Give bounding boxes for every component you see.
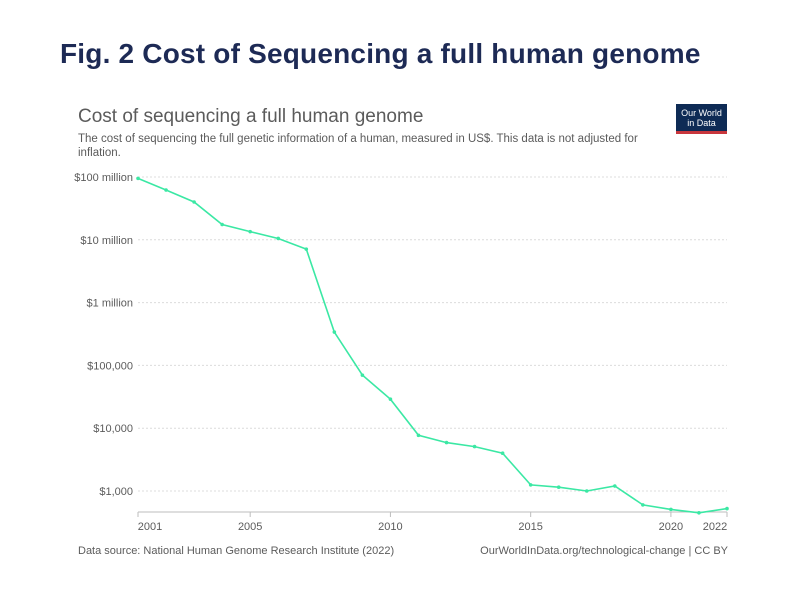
x-tick-label: 2015	[518, 521, 542, 533]
x-axis-ticks: 2001 2005 2010 2015 2020 2022	[137, 512, 728, 533]
figure-title: Fig. 2 Cost of Sequencing a full human g…	[60, 38, 701, 69]
data-point	[388, 397, 393, 401]
data-point	[276, 236, 281, 241]
x-tick-label: 2020	[659, 521, 683, 533]
y-tick-label: $1,000	[99, 486, 133, 498]
data-point	[472, 444, 477, 449]
data-point	[444, 440, 449, 445]
data-point	[697, 510, 701, 515]
x-tick-label: 2001	[138, 521, 162, 533]
credit-link[interactable]: OurWorldInData.org/technological-change …	[480, 545, 728, 557]
y-tick-label: $10 million	[80, 235, 133, 247]
data-point	[304, 247, 309, 251]
data-point	[584, 489, 589, 493]
our-world-in-data-logo[interactable]: Our World in Data	[676, 104, 727, 134]
data-points	[136, 176, 729, 515]
data-point	[528, 483, 533, 487]
data-point	[556, 485, 561, 489]
chart-subtitle: The cost of sequencing the full genetic …	[78, 133, 638, 159]
data-point	[360, 373, 365, 377]
x-tick-label: 2022	[703, 521, 727, 533]
data-point	[641, 503, 645, 507]
data-point	[416, 433, 421, 438]
x-tick-label: 2005	[238, 521, 262, 533]
data-point	[613, 484, 617, 488]
y-tick-label: $100 million	[74, 172, 133, 184]
data-point	[192, 200, 196, 204]
gridlines	[138, 176, 727, 492]
y-tick-label: $10,000	[93, 423, 133, 435]
data-point	[332, 330, 337, 334]
data-point	[248, 229, 252, 234]
data-point	[220, 222, 224, 227]
data-point	[164, 188, 168, 192]
logo-line-1: Our World	[681, 108, 722, 118]
data-point	[500, 451, 505, 455]
data-point	[725, 506, 729, 511]
series-line-cost	[137, 177, 728, 514]
logo-line-2: in Data	[687, 118, 716, 128]
data-point	[136, 176, 140, 181]
y-tick-label: $1 million	[87, 298, 133, 310]
data-point	[669, 507, 673, 512]
y-axis-ticks: $100 million $10 million $1 million $100,00…	[74, 172, 133, 498]
data-source: Data source: National Human Genome Resea…	[78, 545, 395, 557]
chart-title: Cost of sequencing a full human genome	[78, 106, 424, 127]
x-tick-label: 2010	[378, 521, 402, 533]
y-tick-label: $100,000	[87, 360, 133, 372]
